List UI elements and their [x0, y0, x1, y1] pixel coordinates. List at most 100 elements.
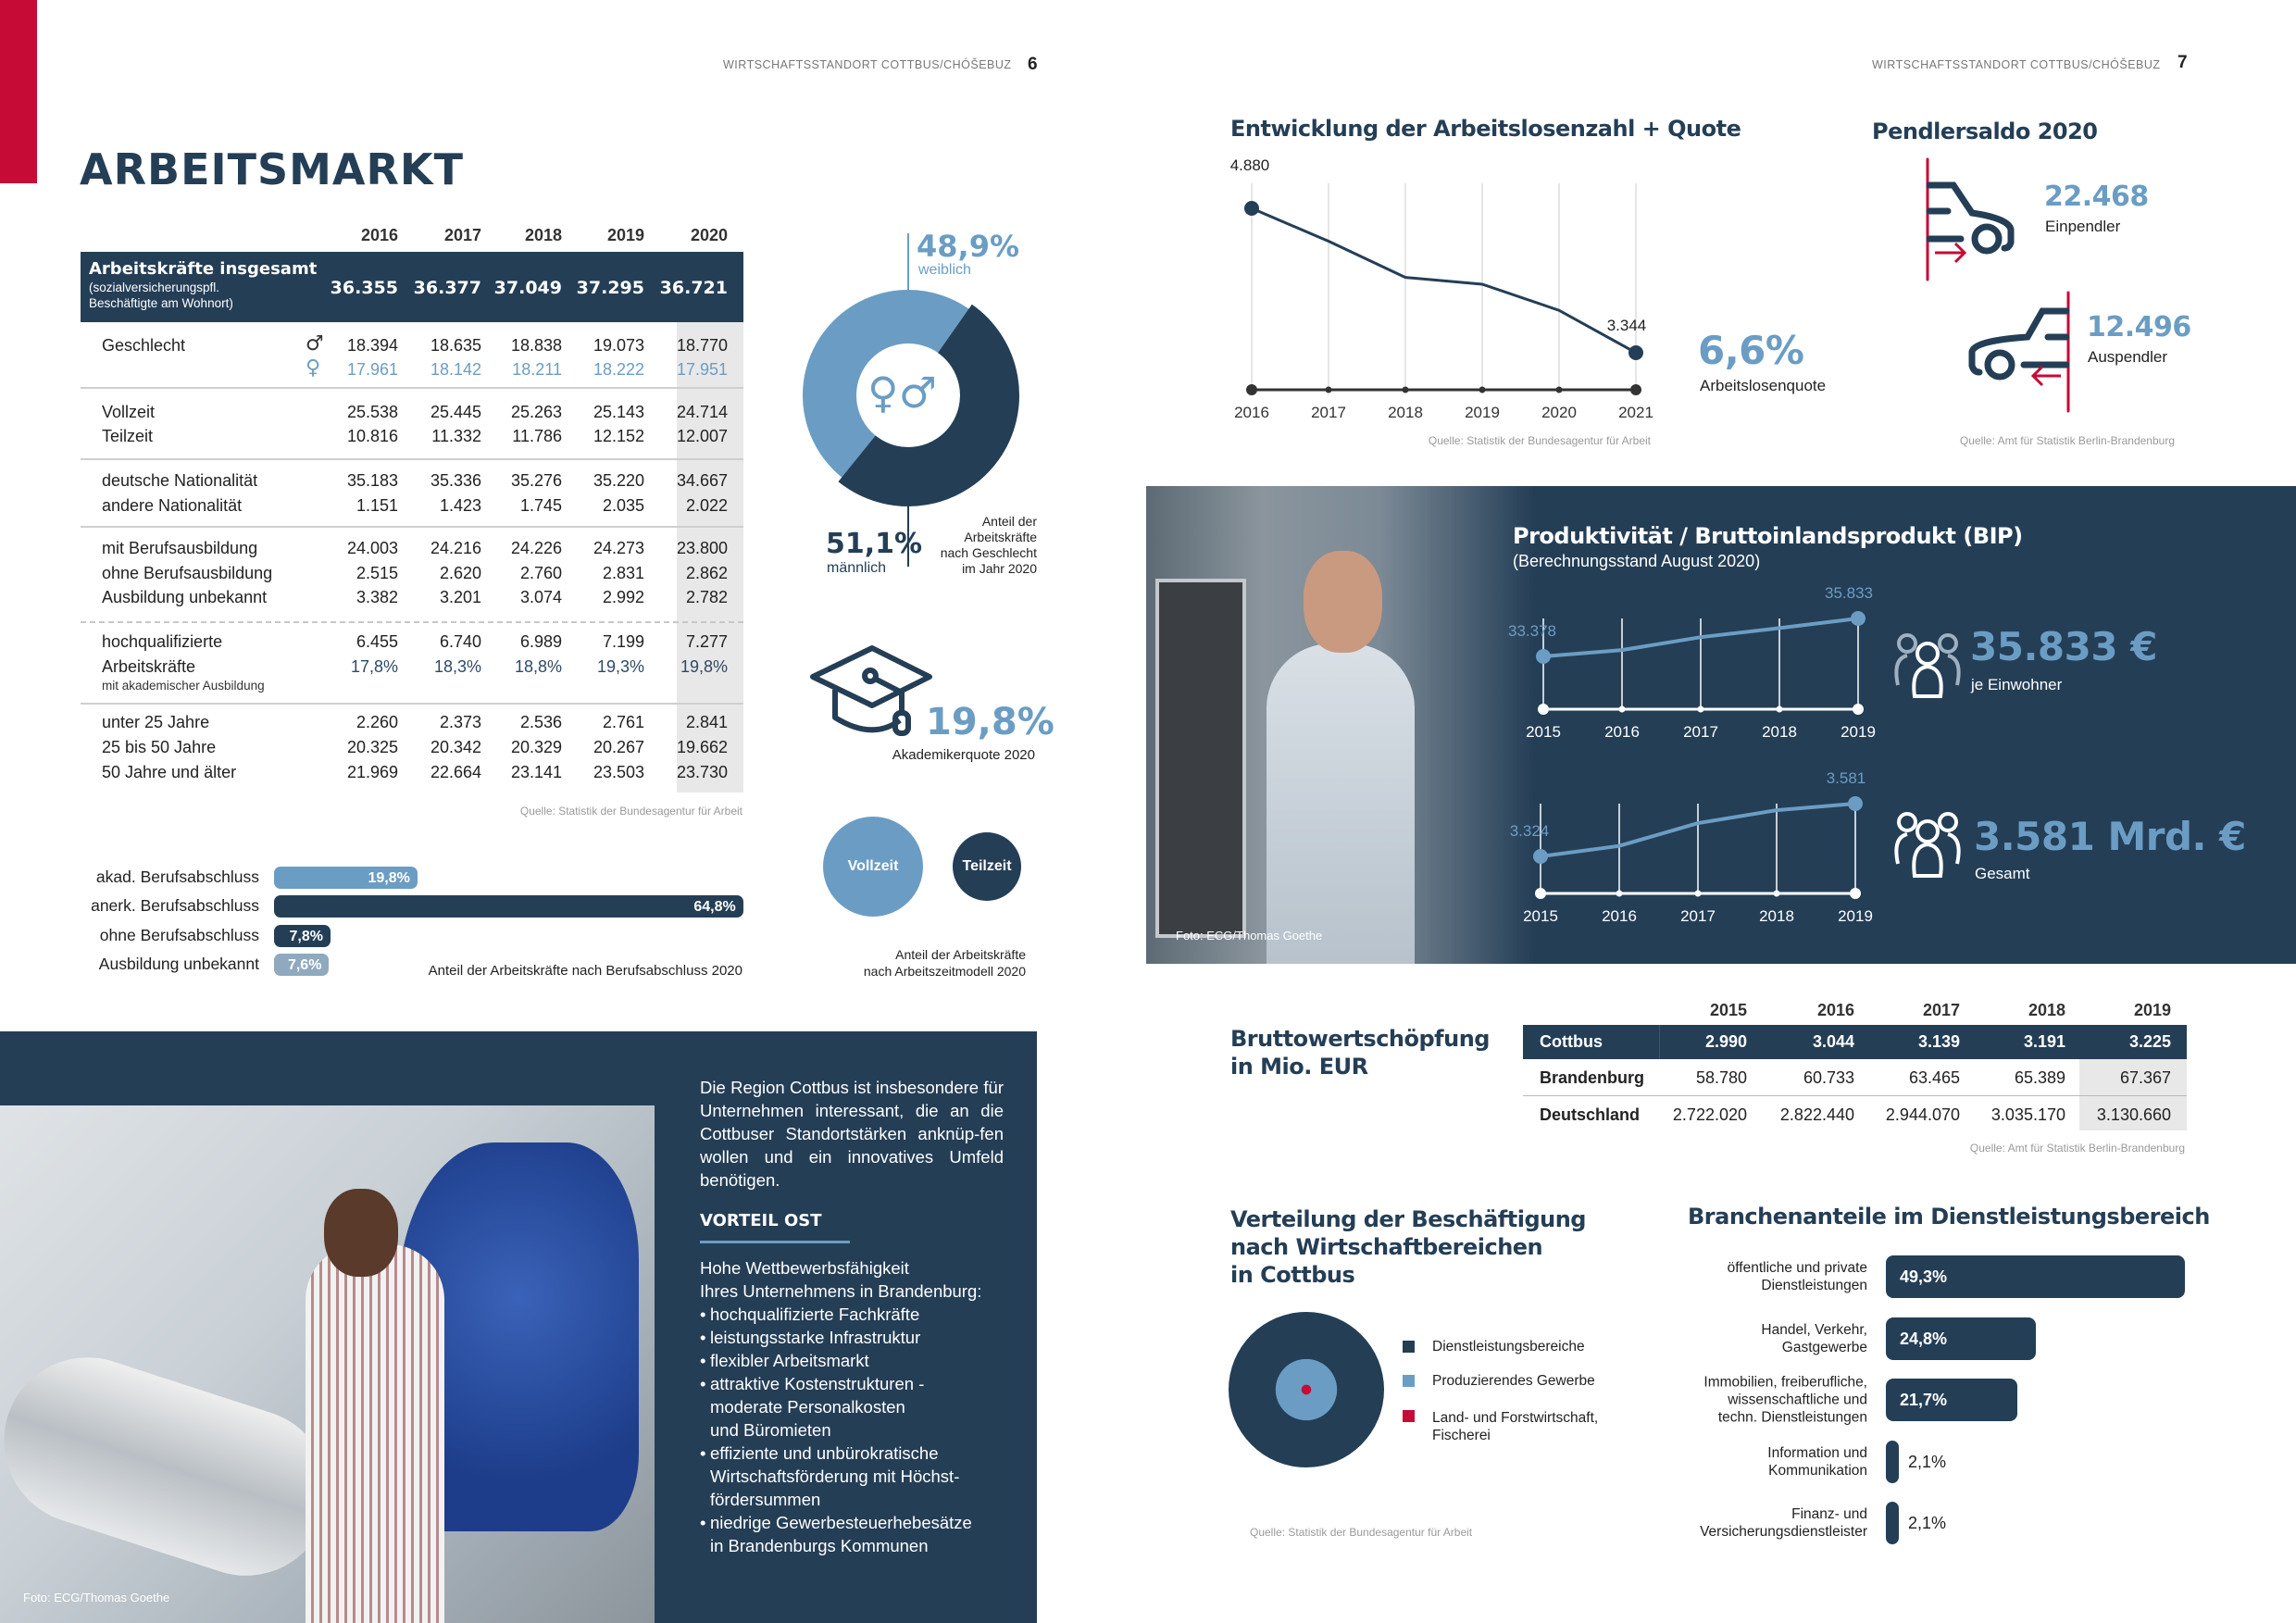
x-tick-label: 2020: [1541, 404, 1577, 421]
table-cell: 25.143: [593, 403, 644, 421]
x-tick-label: 2021: [1618, 404, 1653, 421]
bullet-icon: •: [700, 1443, 706, 1463]
table-cell: 10.816: [346, 427, 398, 445]
info-photo-credit: Foto: ECG/Thomas Goethe: [23, 1591, 170, 1604]
table-cell: 19.073: [593, 336, 644, 355]
total-value: 36.377: [413, 278, 481, 298]
bws-row-label: Brandenburg: [1540, 1068, 1645, 1087]
info-heading: VORTEIL OST: [700, 1211, 822, 1230]
row-label: ohne Berufsausbildung: [102, 564, 273, 582]
cylinder-shape: [0, 1335, 352, 1598]
x-tick-label: 2019: [1465, 404, 1500, 421]
table-cell: 2.620: [439, 564, 481, 582]
table-cell: 12.152: [593, 427, 644, 445]
bws-cell: 65.389: [2014, 1068, 2065, 1087]
bar-value-label: 7,8%: [289, 929, 323, 944]
row-label: deutsche Nationalität: [102, 471, 258, 490]
table-cell: 35.336: [430, 471, 481, 490]
row-divider: [81, 526, 743, 528]
bar: [1886, 1441, 1899, 1483]
info-list: hochqualifizierte Fachkräfte • leistungsst…: [700, 1303, 1033, 1557]
axis-tick: [1479, 386, 1486, 393]
bar-value-label: 21,7%: [1900, 1391, 1948, 1409]
graduation-cap-icon: [810, 645, 932, 736]
row-label: Vollzeit: [102, 403, 156, 421]
auspendler-label: Auspendler: [2088, 348, 2168, 366]
bar-category-label: Handel, Verkehr, Gastgewerbe: [1761, 1322, 1867, 1355]
bar: [1886, 1255, 2185, 1298]
bws-year: 2019: [2133, 1001, 2171, 1019]
table-cell: 19,8%: [680, 657, 728, 676]
pie-segment: [1229, 1312, 1384, 1467]
pie-segment: [1275, 1358, 1338, 1421]
bar-value-label: 24,8%: [1900, 1330, 1948, 1348]
year-header: 2020: [690, 226, 728, 244]
axis-tick: [1325, 386, 1332, 393]
auspendler-value: 12.496: [2087, 311, 2191, 343]
bip-per-capita-value: 35.833 €: [1970, 624, 2157, 669]
table-total-row: [81, 252, 743, 322]
table-cell: 24.003: [346, 539, 398, 557]
table-cell: 2.782: [685, 588, 728, 606]
bws-title-2: in Mio. EUR: [1230, 1054, 1368, 1080]
gender-symbol-icon: ♀: [306, 356, 321, 380]
berufsabschluss-caption: Anteil der Arbeitskräfte nach Berufsabsc…: [428, 963, 742, 979]
data-point: [1628, 345, 1643, 360]
table-cell: 3.074: [519, 588, 562, 606]
bws-cell: 58.780: [1695, 1068, 1747, 1087]
table-cell: 7.277: [685, 632, 728, 651]
total-label: Arbeitskräfte insgesamt: [89, 259, 318, 279]
table-cell: 35.183: [346, 471, 398, 490]
table-cell: 24.226: [510, 539, 562, 557]
total-value: 36.355: [330, 278, 398, 298]
row-label: Ausbildung unbekannt: [102, 588, 268, 606]
year-header: 2019: [606, 226, 644, 244]
table-cell: 24.216: [430, 539, 481, 557]
table-cell: 18.394: [346, 336, 398, 355]
bip-photo-credit: Foto: ECG/Thomas Goethe: [1176, 929, 1323, 943]
total-value: 37.295: [576, 278, 644, 298]
engineer-head-shape: [1304, 551, 1382, 653]
x-tick-label: 2018: [1388, 404, 1423, 421]
table-cell: 18.770: [676, 336, 728, 355]
total-note-2: Beschäftigte am Wohnort): [89, 296, 233, 310]
bar-value-label: 2,1%: [1908, 1514, 1947, 1532]
unemployment-line-chart: 2016 2017 2018 2019 2020 2021 4.880 3.344: [1230, 156, 1653, 421]
table-cell: 11.786: [512, 427, 562, 445]
donut-male-pct: 51,1%: [826, 528, 923, 560]
gender-symbol-icon: ♂: [306, 332, 324, 356]
bar-category-label: Finanz- und Versicherungsdienstleister: [1700, 1506, 1867, 1540]
pie-segment: [1301, 1384, 1312, 1395]
bip-title: Produktivität / Bruttoinlandsprodukt (BI…: [1513, 523, 2023, 549]
table-cell: 22.664: [430, 763, 481, 781]
bws-label-divider: [1659, 1025, 1660, 1059]
unemployment-source: Quelle: Statistik der Bundesagentur für …: [1428, 434, 1651, 447]
axis-tick: [1246, 384, 1257, 395]
bar-category-label: anerk. Berufsabschluss: [91, 896, 259, 915]
table-cell: 19.662: [676, 738, 728, 756]
row-divider: [81, 458, 743, 460]
row-label: Arbeitskräfte: [102, 657, 196, 676]
bar-value-label: 7,6%: [287, 957, 322, 973]
bws-cell: 2.822.440: [1779, 1105, 1854, 1124]
table-cell: 6.989: [519, 632, 562, 651]
unemployment-rate: 6,6%: [1698, 328, 1804, 373]
year-header: 2018: [524, 226, 562, 244]
table-cell: 21.969: [346, 763, 398, 781]
bar: [1886, 1317, 2037, 1360]
table-cell: 12.007: [676, 427, 728, 445]
engineer-photo: [1146, 486, 1535, 964]
table-cell: 18.838: [510, 336, 562, 355]
bws-year: 2018: [2028, 1001, 2065, 1019]
einpendler-label: Einpendler: [2045, 218, 2121, 235]
table-cell: 18.222: [593, 360, 644, 379]
year-header: 2017: [443, 226, 481, 244]
bullet-icon: •: [700, 1351, 706, 1370]
table-cell: 24.273: [593, 539, 644, 557]
info-list-item: leistungsstarke Infrastruktur •: [700, 1328, 921, 1347]
worker-figure-shape: [306, 1244, 444, 1623]
bullet-icon: •: [700, 1328, 706, 1347]
bws-cell: 2.944.070: [1885, 1105, 1960, 1124]
commuters-title: Pendlersaldo 2020: [1872, 119, 2098, 144]
verteilung-source: Quelle: Statistik der Bundesagentur für …: [1250, 1526, 1473, 1539]
